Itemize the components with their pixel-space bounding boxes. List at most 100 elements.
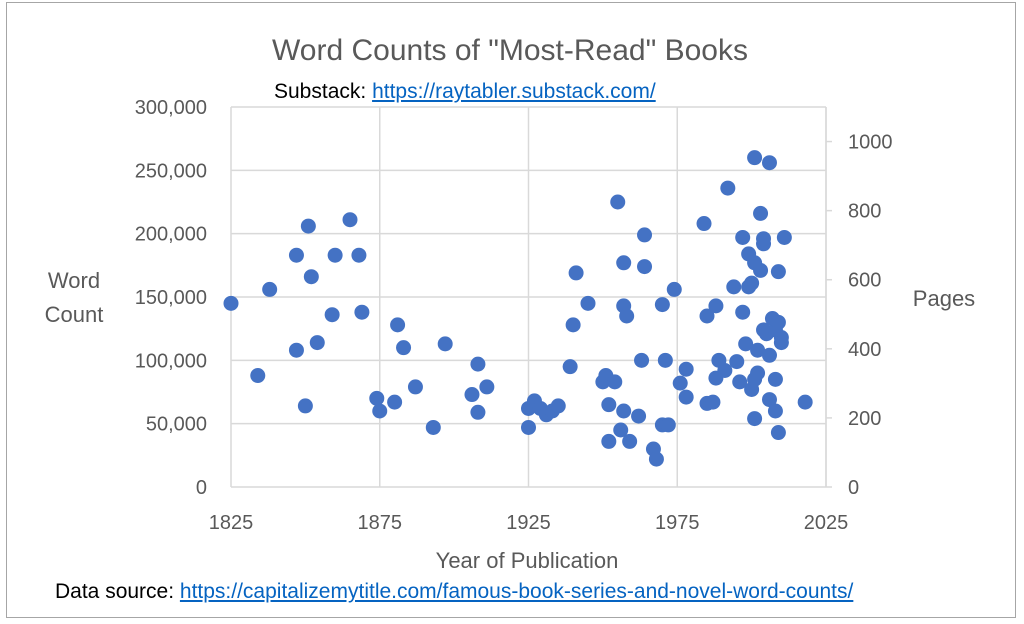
- x-tick-label: 1825: [209, 512, 254, 534]
- y-tick-label: 250,000: [135, 160, 207, 182]
- data-point: [464, 387, 480, 403]
- data-point: [610, 194, 626, 210]
- data-source-caption: Data source: https://capitalizemytitle.c…: [55, 580, 853, 604]
- y2-tick-label: 200: [848, 408, 881, 430]
- data-point: [770, 314, 786, 330]
- data-point: [637, 227, 653, 243]
- data-point: [747, 411, 763, 427]
- data-point: [396, 340, 412, 356]
- data-point: [699, 308, 715, 324]
- data-point: [354, 304, 370, 320]
- data-point: [622, 433, 638, 449]
- data-points: [223, 150, 813, 467]
- data-point: [521, 419, 536, 435]
- data-point: [309, 335, 325, 351]
- data-point: [568, 265, 584, 281]
- data-point: [726, 279, 742, 295]
- y-axis-label-line2: Count: [45, 302, 104, 327]
- y-tick-label: 0: [196, 477, 207, 499]
- data-point: [756, 231, 772, 247]
- data-point: [654, 297, 670, 313]
- y-tick-label: 200,000: [135, 224, 207, 246]
- substack-caption: Substack: https://raytabler.substack.com…: [274, 80, 656, 104]
- data-point: [372, 403, 388, 419]
- data-point: [761, 392, 777, 408]
- data-point: [369, 390, 385, 406]
- data-point: [470, 356, 486, 372]
- substack-link[interactable]: https://raytabler.substack.com/: [372, 80, 656, 103]
- y-tick-label: 100,000: [135, 350, 207, 372]
- data-point: [761, 347, 777, 363]
- data-point: [619, 308, 635, 324]
- y2-tick-label: 400: [848, 339, 881, 361]
- data-point: [631, 408, 647, 424]
- data-point: [750, 365, 766, 381]
- data-point: [425, 419, 441, 435]
- data-point: [735, 229, 751, 245]
- data-point: [708, 298, 724, 314]
- data-point: [672, 375, 688, 391]
- y-tick-label: 50,000: [146, 414, 207, 436]
- data-point: [648, 451, 664, 467]
- data-point: [470, 404, 486, 420]
- data-point: [351, 247, 367, 263]
- data-point: [657, 352, 673, 368]
- data-point: [634, 352, 650, 368]
- chart-frame: [6, 2, 1016, 618]
- data-point: [797, 394, 813, 410]
- data-point: [773, 335, 789, 351]
- data-point: [761, 155, 777, 171]
- x-tick-label: 1925: [506, 512, 551, 534]
- chart-title: Word Counts of "Most-Read" Books: [272, 34, 748, 67]
- data-point: [303, 269, 319, 285]
- data-point: [223, 295, 239, 311]
- y-axis-ticks: 0 50,000 100,000 150,000 200,000 250,000 300,0…: [135, 97, 207, 499]
- data-point: [580, 295, 596, 311]
- x-axis-ticks: 1825 1875 1925 1975 2025: [209, 512, 849, 534]
- data-point: [776, 229, 792, 245]
- data-point: [288, 342, 304, 358]
- data-point: [637, 259, 653, 275]
- data-point: [735, 304, 751, 320]
- y2-tick-label: 800: [848, 201, 881, 223]
- x-axis-label: Year of Publication: [436, 548, 619, 573]
- grid-lines: [230, 106, 832, 488]
- data-point: [747, 150, 763, 166]
- data-point: [770, 264, 786, 280]
- data-point: [750, 342, 766, 358]
- x-tick-label: 2025: [804, 512, 849, 534]
- data-point: [390, 317, 406, 333]
- data-point: [738, 336, 754, 352]
- y2-tick-label: 600: [848, 270, 881, 292]
- data-point: [770, 425, 786, 441]
- y2-tick-label: 0: [848, 477, 859, 499]
- data-point: [753, 205, 769, 221]
- data-point: [324, 307, 340, 323]
- data-point: [297, 398, 313, 414]
- y-tick-label: 150,000: [135, 287, 207, 309]
- data-source-link[interactable]: https://capitalizemytitle.com/famous-boo…: [179, 580, 854, 603]
- data-point: [300, 218, 316, 234]
- data-point: [767, 403, 783, 419]
- data-point: [678, 361, 694, 377]
- data-point: [437, 336, 453, 352]
- data-point: [562, 359, 578, 375]
- data-point: [550, 398, 566, 414]
- y2-axis-ticks: 0 200 400 600 800 1000: [848, 132, 893, 499]
- data-point: [705, 394, 721, 410]
- y2-axis-label: Pages: [913, 286, 975, 311]
- data-point: [729, 354, 745, 370]
- data-point: [407, 379, 423, 395]
- data-point: [288, 247, 304, 263]
- data-source-prefix: Data source:: [55, 580, 180, 603]
- x-tick-label: 1975: [655, 512, 700, 534]
- data-point: [601, 397, 617, 413]
- x-tick-label: 1875: [358, 512, 403, 534]
- data-point: [767, 371, 783, 387]
- y2-tick-label: 1000: [848, 132, 893, 154]
- data-point: [342, 212, 358, 228]
- data-point: [678, 389, 694, 405]
- data-point: [387, 394, 403, 410]
- data-point: [666, 281, 682, 297]
